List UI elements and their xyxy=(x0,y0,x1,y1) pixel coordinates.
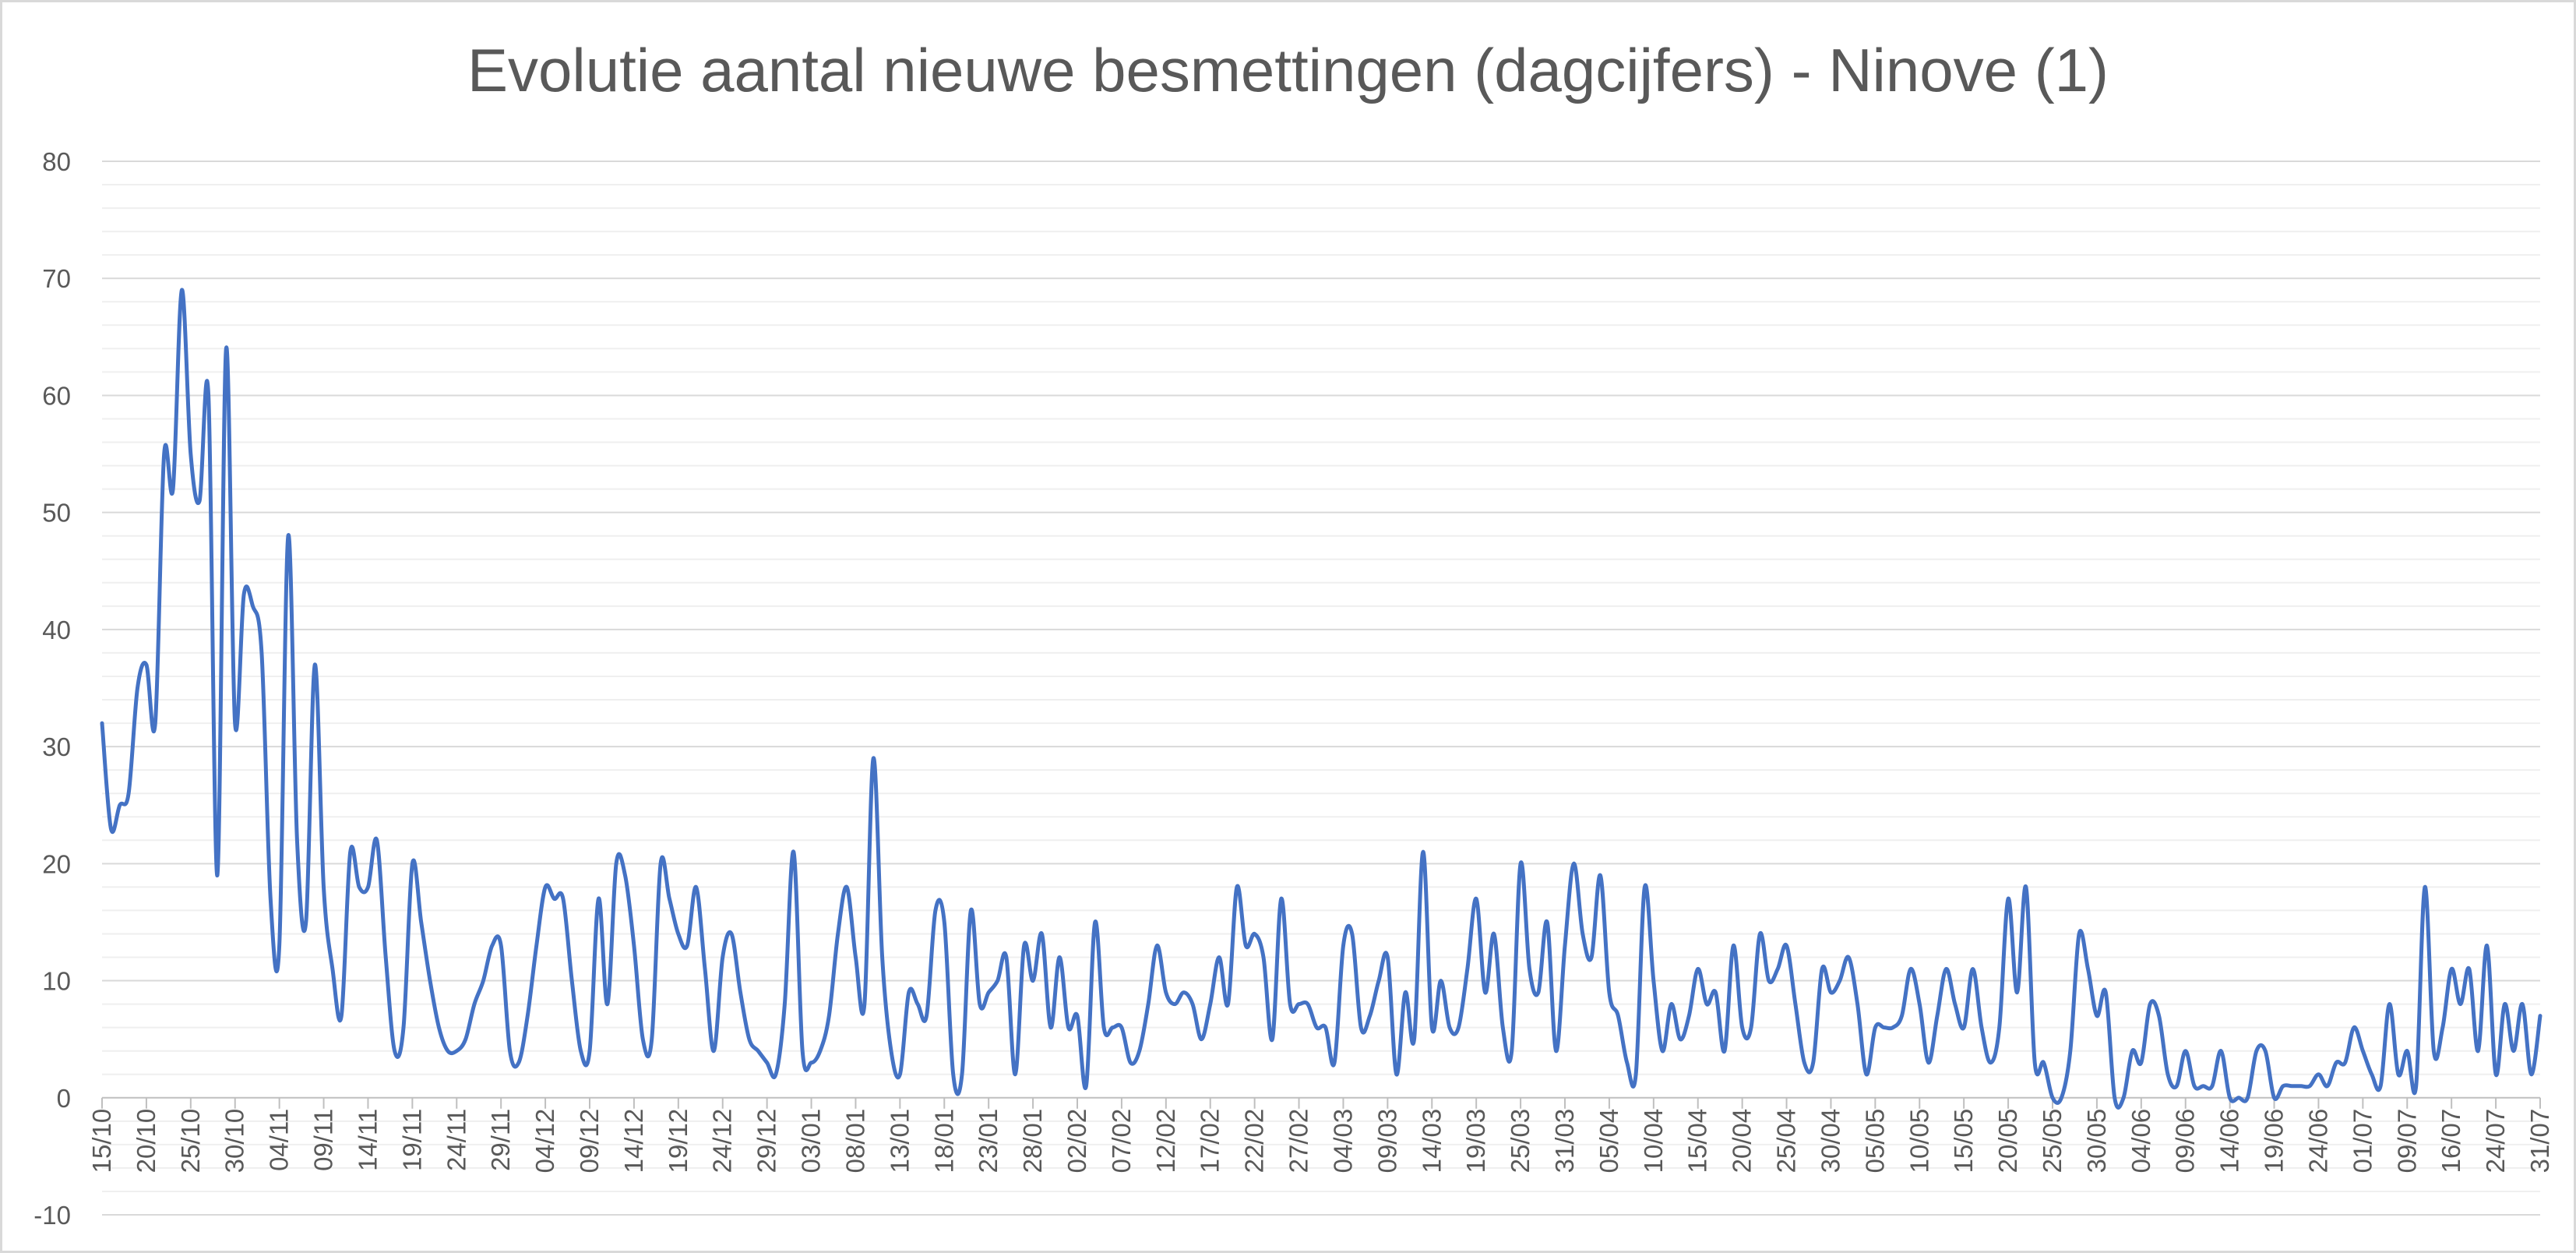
x-tick-label: 10/05 xyxy=(1905,1109,1933,1174)
x-axis-labels: 15/10 20/10 25/10 30/10 04/11 09/11 14/11 19/11… xyxy=(87,1109,2554,1174)
x-tick-label: 18/01 xyxy=(929,1109,958,1174)
minor-gridlines xyxy=(102,184,2540,1192)
x-tick-label: 24/11 xyxy=(442,1109,470,1171)
x-tick-label: 04/11 xyxy=(265,1109,294,1171)
y-tick-label: 10 xyxy=(42,967,71,996)
x-tick-label: 30/05 xyxy=(2082,1109,2111,1174)
x-tick-label: 29/12 xyxy=(752,1109,781,1174)
x-tick-label: 09/07 xyxy=(2392,1109,2421,1174)
x-tick-label: 14/06 xyxy=(2215,1109,2244,1174)
x-tick-label: 09/06 xyxy=(2171,1109,2200,1174)
chart-title: Evolutie aantal nieuwe besmettingen (dag… xyxy=(467,36,2109,104)
x-tick-label: 22/02 xyxy=(1240,1109,1269,1174)
y-axis-labels: -10 0 10 20 30 40 50 60 70 80 xyxy=(33,147,71,1230)
x-tick-label: 24/12 xyxy=(708,1109,737,1174)
x-tick-label: 03/01 xyxy=(797,1109,826,1174)
x-tick-label: 29/11 xyxy=(486,1109,515,1171)
x-tick-label: 15/05 xyxy=(1949,1109,1978,1174)
y-tick-label: 80 xyxy=(42,147,71,176)
y-tick-label: 60 xyxy=(42,381,71,410)
x-tick-label: 01/07 xyxy=(2348,1109,2377,1174)
series-line xyxy=(100,288,2543,1110)
x-tick-label: 25/10 xyxy=(176,1109,205,1174)
x-tick-label: 20/04 xyxy=(1728,1109,1757,1174)
x-tick-label: 10/04 xyxy=(1639,1109,1668,1174)
x-tick-label: 19/11 xyxy=(397,1109,426,1171)
x-tick-label: 20/05 xyxy=(1993,1109,2022,1174)
x-tick-label: 24/07 xyxy=(2481,1109,2510,1174)
x-tick-label: 30/04 xyxy=(1816,1109,1845,1174)
x-tick-label: 25/03 xyxy=(1506,1109,1535,1174)
x-tick-label: 20/10 xyxy=(132,1109,160,1174)
x-axis xyxy=(101,1096,2541,1109)
x-tick-label: 14/11 xyxy=(353,1109,382,1171)
x-tick-label: 04/06 xyxy=(2127,1109,2155,1174)
x-tick-label: 02/02 xyxy=(1062,1109,1091,1174)
y-tick-label: -10 xyxy=(33,1201,71,1230)
x-tick-label: 09/11 xyxy=(309,1109,338,1171)
x-tick-label: 05/05 xyxy=(1860,1109,1889,1174)
y-tick-label: 30 xyxy=(42,732,71,761)
x-tick-label: 14/03 xyxy=(1417,1109,1446,1174)
y-tick-label: 20 xyxy=(42,849,71,878)
series-group xyxy=(100,288,2543,1110)
x-tick-label: 24/06 xyxy=(2303,1109,2332,1174)
y-tick-label: 50 xyxy=(42,499,71,528)
x-tick-label: 31/07 xyxy=(2525,1109,2554,1174)
x-tick-label: 08/01 xyxy=(840,1109,869,1174)
x-tick-label: 14/12 xyxy=(619,1109,648,1174)
x-tick-label: 27/02 xyxy=(1284,1109,1313,1174)
x-tick-label: 15/04 xyxy=(1683,1109,1712,1174)
x-tick-label: 25/04 xyxy=(1772,1109,1801,1174)
x-tick-label: 16/07 xyxy=(2437,1109,2465,1174)
y-tick-label: 40 xyxy=(42,616,71,644)
x-tick-label: 30/10 xyxy=(220,1109,249,1174)
x-tick-label: 04/12 xyxy=(530,1109,559,1174)
x-tick-label: 19/12 xyxy=(664,1109,692,1174)
x-tick-label: 23/01 xyxy=(974,1109,1003,1174)
x-tick-label: 05/04 xyxy=(1595,1109,1623,1174)
x-tick-label: 12/02 xyxy=(1151,1109,1180,1174)
x-tick-label: 09/03 xyxy=(1373,1109,1401,1174)
x-tick-label: 19/06 xyxy=(2260,1109,2289,1174)
x-tick-label: 28/01 xyxy=(1018,1109,1047,1174)
x-tick-label: 07/02 xyxy=(1107,1109,1136,1174)
major-gridlines xyxy=(102,161,2540,1216)
y-tick-label: 70 xyxy=(42,264,71,293)
x-tick-label: 15/10 xyxy=(87,1109,116,1174)
y-tick-label: 0 xyxy=(57,1084,71,1113)
x-tick-label: 19/03 xyxy=(1461,1109,1490,1174)
x-tick-label: 31/03 xyxy=(1550,1109,1579,1174)
x-tick-label: 09/12 xyxy=(575,1109,604,1174)
x-tick-label: 13/01 xyxy=(885,1109,914,1174)
x-tick-label: 17/02 xyxy=(1196,1109,1225,1174)
x-tick-label: 04/03 xyxy=(1328,1109,1357,1174)
x-tick-label: 25/05 xyxy=(2038,1109,2067,1174)
